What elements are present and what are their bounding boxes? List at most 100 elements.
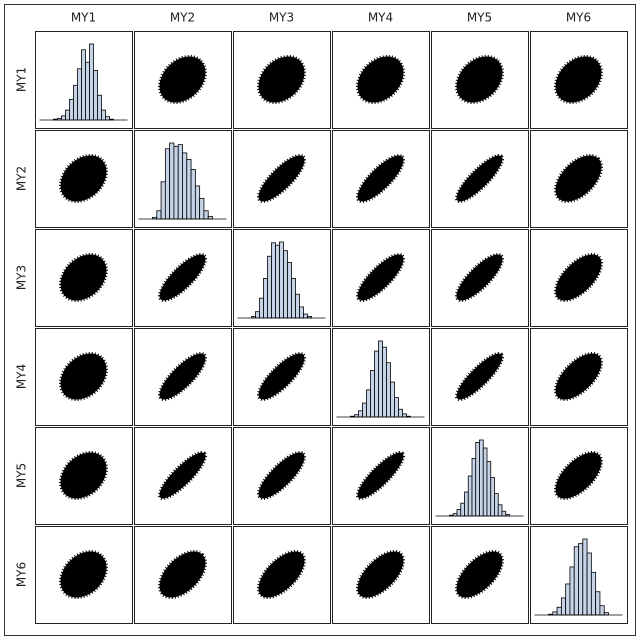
column-label: MY6: [566, 11, 591, 25]
histogram-bar: [366, 389, 371, 418]
histogram-bar: [291, 278, 296, 319]
point-cloud: [356, 153, 406, 203]
row-label: MY6: [15, 562, 29, 587]
point-cloud: [157, 450, 207, 500]
histogram-bar: [263, 278, 268, 319]
histogram-bar: [275, 244, 280, 319]
histogram-bar: [467, 475, 473, 517]
point-cloud: [158, 54, 208, 104]
frame: [4, 4, 636, 636]
histogram-bar: [402, 413, 407, 418]
point-cloud: [454, 153, 504, 203]
histogram-bar: [370, 370, 375, 418]
histogram-bar: [599, 605, 605, 616]
histogram-bar: [85, 61, 90, 121]
histogram-bar: [169, 142, 175, 220]
point-cloud: [58, 154, 109, 204]
point-cloud: [553, 55, 603, 105]
point-cloud: [455, 252, 505, 302]
histogram-bar: [390, 381, 395, 418]
histogram-bar: [186, 159, 192, 220]
histogram-bar: [556, 606, 562, 616]
column-label: MY3: [269, 11, 294, 25]
histogram-bar: [101, 109, 106, 121]
point-cloud: [256, 153, 306, 203]
histogram-bar: [486, 461, 492, 517]
histogram-bar: [279, 241, 284, 319]
histogram-bar: [362, 402, 367, 418]
histogram-bar: [490, 477, 495, 517]
histogram-bar: [378, 340, 383, 418]
histogram-bar: [81, 49, 86, 121]
point-cloud: [256, 450, 306, 500]
histogram-bar: [501, 510, 507, 517]
histogram-bar: [73, 84, 78, 121]
histogram-bar: [382, 346, 387, 418]
histogram-bar: [255, 311, 260, 319]
histogram-bar: [65, 109, 70, 121]
histogram-bar: [97, 94, 102, 121]
histogram-bar: [203, 210, 209, 220]
histogram-bar: [456, 509, 462, 517]
histogram-bar: [565, 583, 571, 616]
histogram-bar: [271, 242, 276, 319]
point-cloud: [356, 252, 406, 302]
point-cloud: [257, 550, 307, 600]
histogram-bar: [590, 571, 597, 616]
row-label: MY2: [15, 166, 29, 191]
point-cloud: [553, 253, 603, 303]
histogram-bar: [479, 439, 484, 517]
panel: [233, 328, 331, 426]
histogram-bar: [283, 250, 288, 319]
point-cloud: [257, 54, 307, 104]
histogram-bar: [552, 611, 558, 616]
histogram-bar: [77, 68, 82, 121]
histogram-bar: [475, 441, 480, 517]
histogram-bar: [259, 297, 264, 319]
column-label: MY4: [368, 11, 393, 25]
histogram-bar: [494, 493, 499, 517]
histogram-bar: [471, 457, 477, 517]
row-label: MY5: [15, 463, 29, 488]
histogram-bar: [194, 185, 201, 220]
point-cloud: [356, 54, 406, 104]
histogram-bar: [497, 504, 503, 517]
histogram-bar: [160, 181, 166, 220]
histogram-bar: [573, 546, 579, 616]
row-label: MY4: [15, 364, 29, 389]
histogram-bar: [398, 408, 403, 418]
histogram-bar: [374, 350, 379, 418]
histogram-bar: [61, 115, 66, 121]
point-cloud: [355, 450, 405, 500]
point-cloud: [59, 550, 109, 600]
column-label: MY5: [467, 11, 492, 25]
point-cloud: [157, 252, 207, 302]
point-cloud: [455, 550, 505, 600]
histogram-bar: [267, 255, 272, 319]
point-cloud: [356, 550, 406, 600]
histogram-bar: [560, 597, 567, 616]
histogram-bar: [182, 152, 188, 220]
histogram-bar: [287, 262, 292, 319]
histogram-bar: [464, 491, 469, 517]
histogram-bar: [105, 116, 110, 121]
column-label: MY1: [71, 11, 96, 25]
histogram-bar: [177, 144, 183, 220]
point-cloud: [158, 550, 208, 600]
histogram-bar: [173, 145, 179, 220]
point-cloud: [455, 54, 505, 104]
histogram-bar: [394, 397, 399, 418]
histogram-bar: [386, 362, 391, 418]
histogram-bar: [482, 447, 488, 517]
histogram-bar: [295, 293, 300, 319]
point-cloud: [553, 352, 603, 402]
histogram-bar: [582, 538, 588, 616]
histogram-bar: [93, 70, 98, 121]
histogram-bar: [199, 197, 205, 220]
row-label: MY3: [15, 265, 29, 290]
histogram-bar: [164, 148, 171, 220]
point-cloud: [553, 451, 603, 501]
point-cloud: [256, 351, 306, 401]
